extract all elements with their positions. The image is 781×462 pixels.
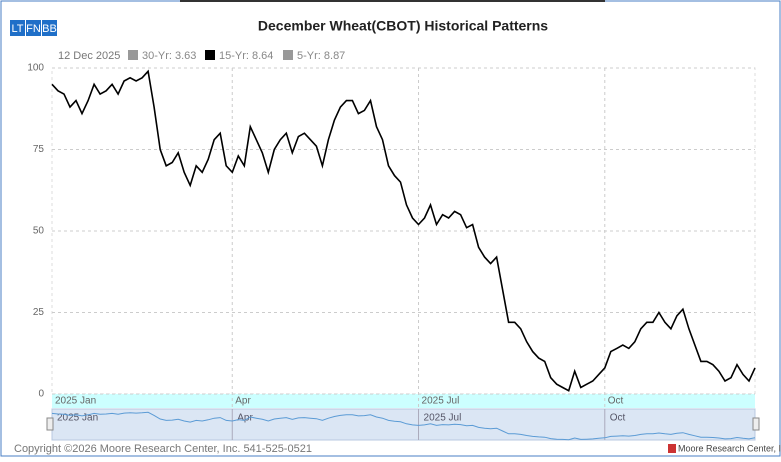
button[interactable] [26, 20, 41, 36]
button-label[interactable]: BB [42, 23, 57, 35]
legend-swatch[interactable] [128, 50, 138, 60]
y-tick-label: 0 [38, 389, 44, 400]
footer: Copyright ©2026 Moore Research Center, I… [14, 443, 312, 455]
legend-label[interactable]: 30-Yr: 3.63 [142, 50, 196, 62]
series-line [51, 69, 756, 392]
legend-swatch[interactable] [283, 50, 293, 60]
legend-date: 12 Dec 2025 [58, 50, 120, 62]
navigator [51, 408, 756, 441]
nav-label: Apr [237, 413, 253, 424]
plot-border [51, 67, 756, 395]
y-tick-label: 25 [33, 307, 45, 318]
x-tick-label: 2025 Jul [422, 396, 460, 407]
button-label[interactable]: LT [11, 23, 23, 35]
y-tick-label: 50 [33, 226, 45, 237]
nav-label: 2025 Jan [57, 413, 98, 424]
y-tick-label: 100 [27, 63, 44, 74]
x-tick-label: Apr [235, 396, 251, 407]
button[interactable] [42, 20, 57, 36]
plot-area [46, 67, 760, 441]
nav-label: 2025 Jul [424, 413, 462, 424]
brand-icon [668, 444, 676, 453]
legend-swatch[interactable] [205, 50, 215, 60]
button[interactable] [10, 20, 25, 36]
nav-handle[interactable] [752, 417, 760, 431]
button-label[interactable]: FN [26, 23, 41, 35]
x-tick-label: 2025 Jan [55, 396, 96, 407]
legend-label[interactable]: 15-Yr: 8.64 [219, 50, 273, 62]
brand: Moore Research Center, Inc. [678, 443, 781, 453]
navigator-line [51, 411, 756, 441]
date-band [52, 394, 755, 408]
y-tick-label: 75 [33, 144, 45, 155]
legend-label[interactable]: 5-Yr: 8.87 [297, 50, 345, 62]
x-tick-label: Oct [608, 396, 624, 407]
nav-handle[interactable] [46, 417, 54, 431]
nav-label: Oct [610, 413, 626, 424]
chart-title: December Wheat(CBOT) Historical Patterns [258, 18, 548, 34]
